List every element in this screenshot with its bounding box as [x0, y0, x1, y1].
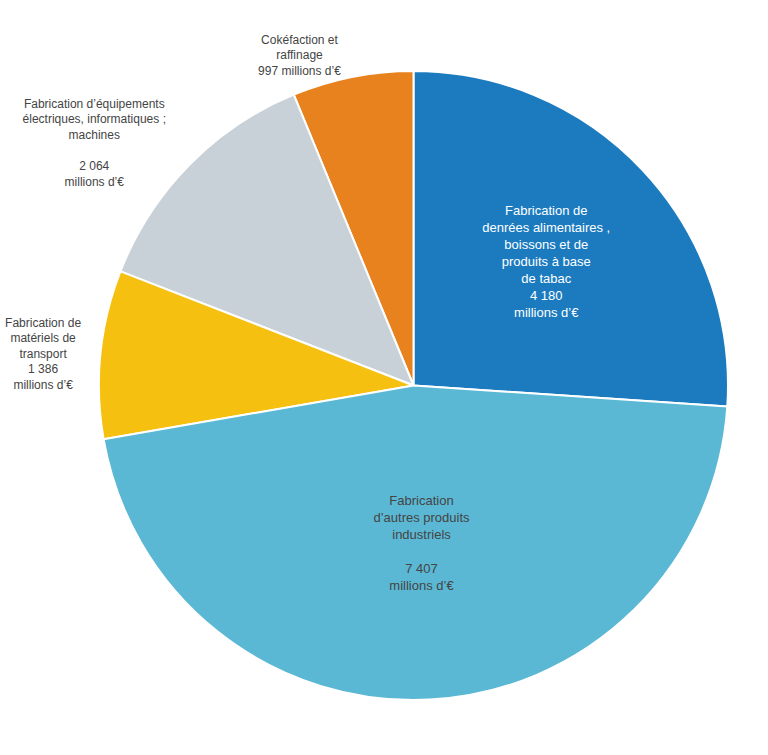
svg-text:Fabrication d’équipementsélect: Fabrication d’équipementsélectriques, in…: [23, 97, 166, 189]
svg-text:Cokéfaction etraffinage997 mil: Cokéfaction etraffinage997 millions d’€: [258, 33, 341, 78]
svg-text:Fabrication dematériels detran: Fabrication dematériels detransport1 386…: [5, 316, 81, 392]
svg-text:Fabricationd’autres produitsin: Fabricationd’autres produitsindustriels7…: [373, 493, 470, 593]
svg-text:Fabrication dedenrées alimenta: Fabrication dedenrées alimentaires ,bois…: [482, 203, 610, 319]
